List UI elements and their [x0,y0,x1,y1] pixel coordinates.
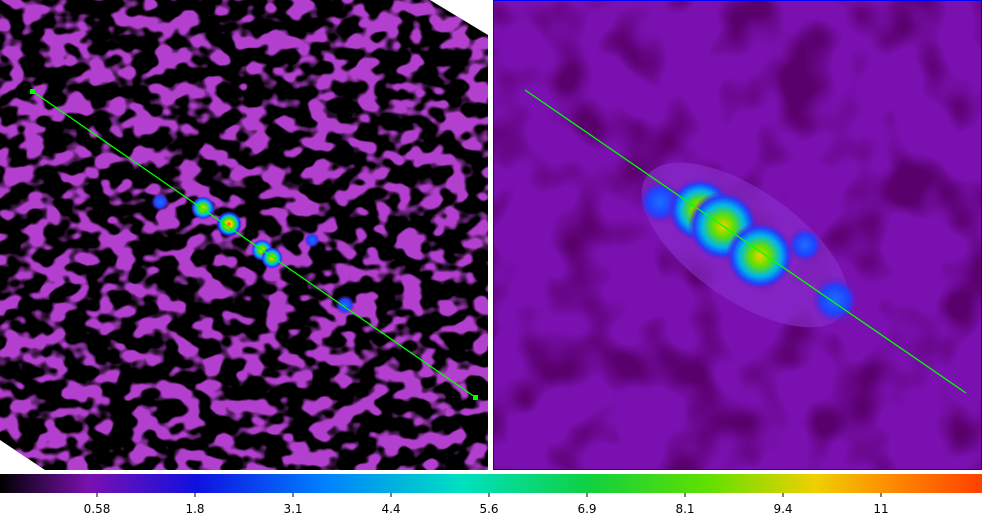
colorbar-tick-label: 8.1 [675,502,694,516]
source-blob [191,196,215,220]
source-blob [304,232,320,248]
source-blob [811,276,859,324]
colorbar-tick-label: 5.6 [479,502,498,516]
source-blob [787,227,823,263]
colorbar-tick-label: 0.58 [84,502,111,516]
right-frame [493,0,982,470]
colorbar-tick-label: 9.4 [773,502,792,516]
colorbar-tick-label: 3.1 [283,502,302,516]
projection-line[interactable] [524,89,967,394]
colorbar: 0.58 1.8 3.1 4.4 5.6 6.9 8.1 9.4 11 [0,474,982,516]
source-blob [261,247,283,269]
colorbar-gradient [0,474,982,493]
colorbar-tick-label: 6.9 [577,502,596,516]
left-frame [0,0,488,470]
line-handle[interactable] [30,89,35,94]
colorbar-tick-label: 11 [873,502,888,516]
image-noise [0,0,488,470]
source-blob [151,193,169,211]
line-handle[interactable] [473,395,478,400]
colorbar-tick-label: 1.8 [185,502,204,516]
source-blob [726,222,794,290]
colorbar-tick-label: 4.4 [381,502,400,516]
projection-line[interactable] [31,90,476,398]
source-blob [216,211,242,237]
